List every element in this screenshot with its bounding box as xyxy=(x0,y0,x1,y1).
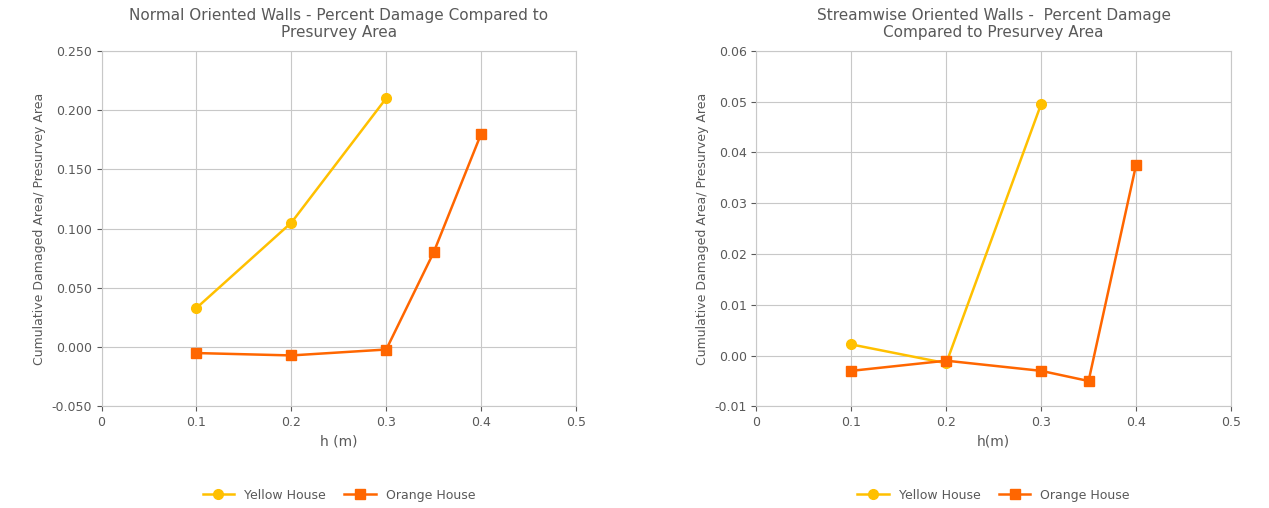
Title: Normal Oriented Walls - Percent Damage Compared to
Presurvey Area: Normal Oriented Walls - Percent Damage C… xyxy=(129,8,548,40)
Line: Yellow House: Yellow House xyxy=(192,93,391,313)
Orange House xyxy=(1081,378,1096,384)
Legend: Yellow House, Orange House: Yellow House, Orange House xyxy=(198,484,480,507)
Orange House xyxy=(426,249,442,256)
Orange House xyxy=(844,368,859,374)
X-axis label: h (m): h (m) xyxy=(320,435,358,449)
Orange House xyxy=(189,350,204,356)
Yellow House xyxy=(189,305,204,311)
Orange House xyxy=(378,346,393,353)
Yellow House xyxy=(284,219,299,226)
Line: Orange House: Orange House xyxy=(846,160,1141,386)
Legend: Yellow House, Orange House: Yellow House, Orange House xyxy=(853,484,1134,507)
Yellow House xyxy=(844,341,859,347)
Title: Streamwise Oriented Walls -  Percent Damage
Compared to Presurvey Area: Streamwise Oriented Walls - Percent Dama… xyxy=(817,8,1171,40)
Orange House xyxy=(473,131,489,137)
Yellow House xyxy=(1033,101,1048,107)
Orange House xyxy=(284,353,299,359)
Orange House xyxy=(1033,368,1048,374)
X-axis label: h(m): h(m) xyxy=(977,435,1010,449)
Orange House xyxy=(1128,162,1143,168)
Line: Yellow House: Yellow House xyxy=(846,99,1046,368)
Line: Orange House: Orange House xyxy=(192,129,486,360)
Yellow House xyxy=(378,95,393,101)
Y-axis label: Cumulative Damaged Area/ Presurvey Area: Cumulative Damaged Area/ Presurvey Area xyxy=(33,92,46,365)
Y-axis label: Cumulative Damaged Area/ Presurvey Area: Cumulative Damaged Area/ Presurvey Area xyxy=(695,92,708,365)
Yellow House xyxy=(939,360,954,366)
Orange House xyxy=(939,358,954,364)
